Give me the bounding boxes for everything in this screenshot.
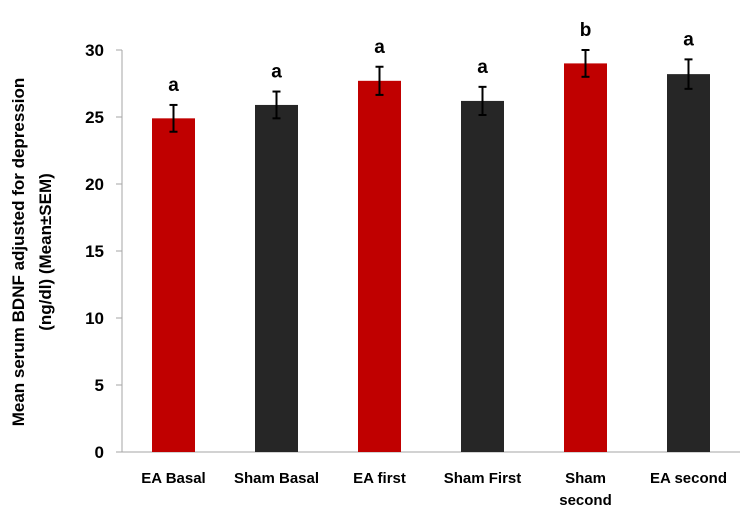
y-tick-label: 30 — [85, 41, 104, 60]
x-tick-label: Sham — [565, 470, 606, 487]
bar — [461, 100, 504, 453]
bar — [255, 104, 298, 452]
x-tick-label: second — [559, 492, 612, 507]
x-tick-label: EA Basal — [141, 470, 205, 487]
y-axis-label: Mean serum BDNF adjusted for depression … — [9, 78, 55, 427]
bar — [152, 118, 195, 452]
y-axis-label-line1: Mean serum BDNF adjusted for depression — [9, 78, 28, 427]
y-axis-label-line2: (ng/dl) (Mean±SEM) — [36, 173, 55, 331]
y-tick-label: 0 — [95, 443, 104, 462]
x-tick-label: Sham Basal — [234, 470, 319, 487]
y-tick-label: 5 — [95, 376, 104, 395]
bar — [667, 74, 710, 453]
bars — [152, 49, 710, 453]
significance-label: a — [683, 29, 694, 50]
significance-label: a — [168, 75, 179, 96]
axes: 0 5 10 15 20 25 30 — [85, 41, 740, 462]
y-tick-label: 10 — [85, 309, 104, 328]
significance-label: a — [477, 57, 488, 78]
bar — [564, 63, 607, 453]
x-tick-label: EA second — [650, 470, 727, 487]
y-tick-label: 20 — [85, 175, 104, 194]
y-tick-label: 25 — [85, 108, 104, 127]
significance-label: b — [580, 20, 592, 41]
significance-label: a — [374, 37, 385, 58]
y-tick-label: 15 — [85, 242, 104, 261]
significance-label: a — [271, 62, 282, 83]
bar — [358, 80, 401, 452]
x-tick-label: EA first — [353, 470, 406, 487]
x-tick-label: Sham First — [444, 470, 522, 487]
labels: a EA Basal a Sham Basal a EA first a Sham First… — [141, 20, 727, 507]
